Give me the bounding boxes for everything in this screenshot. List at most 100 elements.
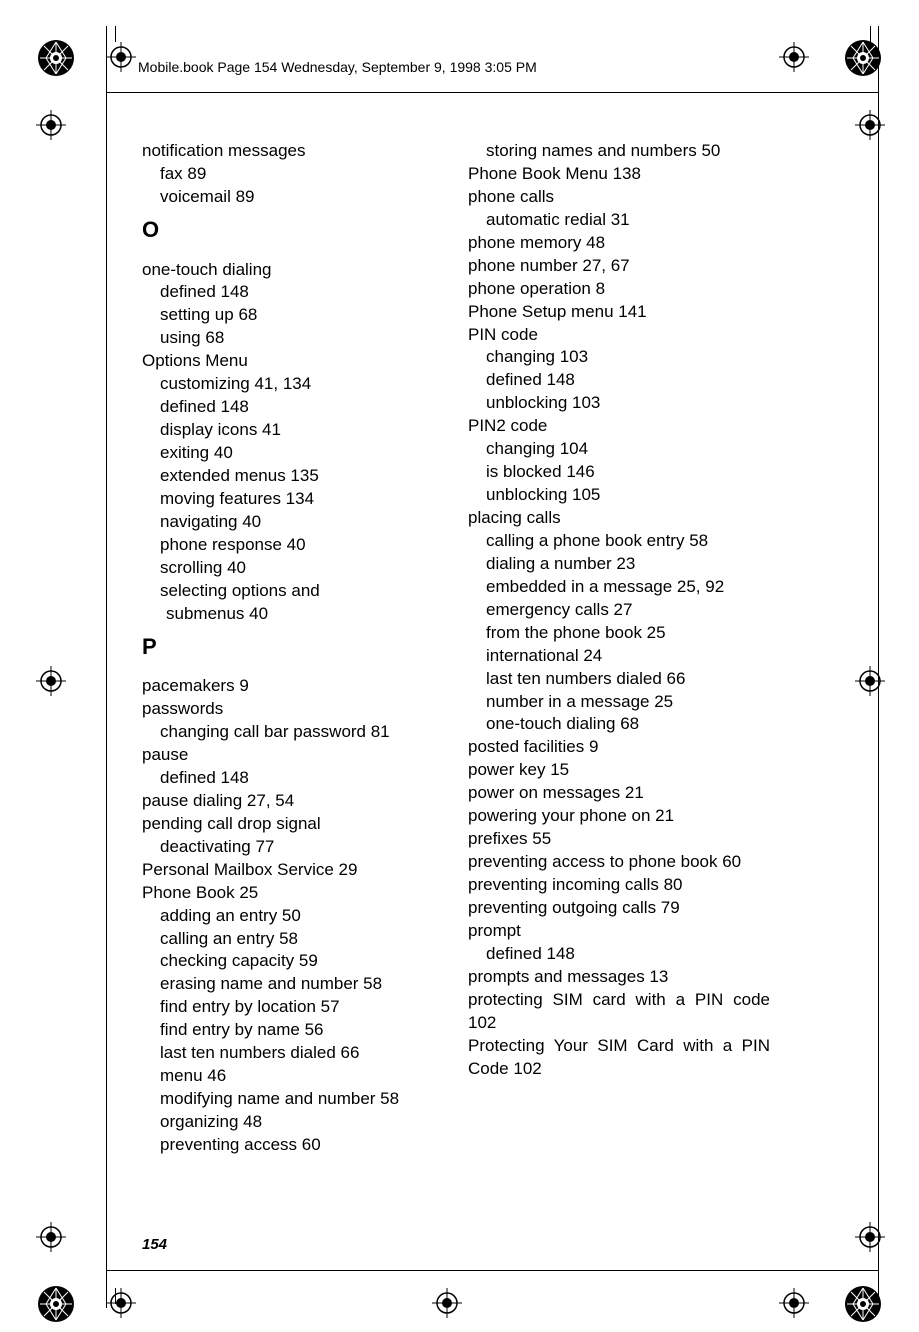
- index-entry: defined 148: [142, 281, 444, 304]
- registration-mark-icon: [779, 42, 809, 72]
- index-entry: international 24: [468, 645, 770, 668]
- index-entry: preventing outgoing calls 79: [468, 897, 770, 920]
- index-entry: erasing name and number 58: [142, 973, 444, 996]
- index-entry: is blocked 146: [468, 461, 770, 484]
- index-entry: placing calls: [468, 507, 770, 530]
- index-entry: defined 148: [468, 943, 770, 966]
- index-entry: display icons 41: [142, 419, 444, 442]
- index-entry: phone operation 8: [468, 278, 770, 301]
- index-entry: posted facilities 9: [468, 736, 770, 759]
- index-entry: submenus 40: [142, 603, 444, 626]
- index-entry: embedded in a message 25, 92: [468, 576, 770, 599]
- index-entry: preventing access to phone book 60: [468, 851, 770, 874]
- index-entry: phone calls: [468, 186, 770, 209]
- index-entry: preventing incoming calls 80: [468, 874, 770, 897]
- index-entry: scrolling 40: [142, 557, 444, 580]
- index-entry: unblocking 105: [468, 484, 770, 507]
- index-entry: power key 15: [468, 759, 770, 782]
- index-entry: prefixes 55: [468, 828, 770, 851]
- index-entry: defined 148: [142, 767, 444, 790]
- registration-mark-icon: [36, 666, 66, 696]
- index-entry: organizing 48: [142, 1111, 444, 1134]
- index-entry: exiting 40: [142, 442, 444, 465]
- index-entry: last ten numbers dialed 66: [142, 1042, 444, 1065]
- index-entry: last ten numbers dialed 66: [468, 668, 770, 691]
- index-entry: navigating 40: [142, 511, 444, 534]
- index-entry: storing names and numbers 50: [468, 140, 770, 163]
- index-section-letter: O: [142, 215, 444, 245]
- index-entry: extended menus 135: [142, 465, 444, 488]
- crop-tick: [115, 26, 116, 42]
- index-entry: adding an entry 50: [142, 905, 444, 928]
- index-entry: find entry by location 57: [142, 996, 444, 1019]
- index-entry: pause dialing 27, 54: [142, 790, 444, 813]
- index-entry: moving features 134: [142, 488, 444, 511]
- registration-mark-icon: [855, 666, 885, 696]
- index-entry: using 68: [142, 327, 444, 350]
- index-entry: changing 104: [468, 438, 770, 461]
- index-entry: Options Menu: [142, 350, 444, 373]
- index-entry: calling a phone book entry 58: [468, 530, 770, 553]
- index-entry: Phone Setup menu 141: [468, 301, 770, 324]
- index-entry: power on messages 21: [468, 782, 770, 805]
- index-entry: selecting options and: [142, 580, 444, 603]
- index-entry: PIN code: [468, 324, 770, 347]
- index-section-letter: P: [142, 632, 444, 662]
- index-entry: calling an entry 58: [142, 928, 444, 951]
- index-entry: passwords: [142, 698, 444, 721]
- index-entry: unblocking 103: [468, 392, 770, 415]
- registration-mark-icon: [855, 1222, 885, 1252]
- registration-mark-icon: [36, 1222, 66, 1252]
- index-entry: modifying name and number 58: [142, 1088, 444, 1111]
- index-entry: defined 148: [142, 396, 444, 419]
- index-entry: from the phone book 25: [468, 622, 770, 645]
- registration-mark-icon: [106, 42, 136, 72]
- index-entry: Protecting Your SIM Card with a PIN Code…: [468, 1035, 770, 1081]
- index-entry: phone number 27, 67: [468, 255, 770, 278]
- index-entry: one-touch dialing 68: [468, 713, 770, 736]
- registration-mark-icon: [36, 110, 66, 140]
- index-entry: find entry by name 56: [142, 1019, 444, 1042]
- index-entry: checking capacity 59: [142, 950, 444, 973]
- inner-top-line: [106, 92, 879, 93]
- index-entry: customizing 41, 134: [142, 373, 444, 396]
- index-entry: dialing a number 23: [468, 553, 770, 576]
- index-right-column: storing names and numbers 50Phone Book M…: [468, 140, 770, 1157]
- index-entry: one-touch dialing: [142, 259, 444, 282]
- inner-bottom-line: [106, 1270, 879, 1271]
- page-header: Mobile.book Page 154 Wednesday, Septembe…: [138, 59, 537, 75]
- index-entry: protecting SIM card with a PIN code 102: [468, 989, 770, 1035]
- index-entry: changing call bar password 81: [142, 721, 444, 744]
- index-entry: defined 148: [468, 369, 770, 392]
- index-entry: phone memory 48: [468, 232, 770, 255]
- registration-mark-icon: [779, 1288, 809, 1318]
- index-entry: setting up 68: [142, 304, 444, 327]
- index-left-column: notification messagesfax 89voicemail 89O…: [142, 140, 444, 1157]
- index-entry: deactivating 77: [142, 836, 444, 859]
- page-number: 154: [142, 1236, 167, 1253]
- index-entry: Phone Book 25: [142, 882, 444, 905]
- ornament-icon: [843, 38, 883, 78]
- index-entry: phone response 40: [142, 534, 444, 557]
- index-entry: prompt: [468, 920, 770, 943]
- index-entry: fax 89: [142, 163, 444, 186]
- index-entry: number in a message 25: [468, 691, 770, 714]
- ornament-icon: [843, 1284, 883, 1324]
- index-entry: Personal Mailbox Service 29: [142, 859, 444, 882]
- index-entry: prompts and messages 13: [468, 966, 770, 989]
- ornament-icon: [36, 1284, 76, 1324]
- index-entry: pending call drop signal: [142, 813, 444, 836]
- index-content: notification messagesfax 89voicemail 89O…: [142, 140, 770, 1157]
- index-entry: PIN2 code: [468, 415, 770, 438]
- index-entry: powering your phone on 21: [468, 805, 770, 828]
- index-entry: menu 46: [142, 1065, 444, 1088]
- ornament-icon: [36, 38, 76, 78]
- index-entry: notification messages: [142, 140, 444, 163]
- index-entry: Phone Book Menu 138: [468, 163, 770, 186]
- index-entry: emergency calls 27: [468, 599, 770, 622]
- registration-mark-icon: [106, 1288, 136, 1318]
- registration-mark-icon: [432, 1288, 462, 1318]
- index-entry: pacemakers 9: [142, 675, 444, 698]
- index-entry: preventing access 60: [142, 1134, 444, 1157]
- index-entry: automatic redial 31: [468, 209, 770, 232]
